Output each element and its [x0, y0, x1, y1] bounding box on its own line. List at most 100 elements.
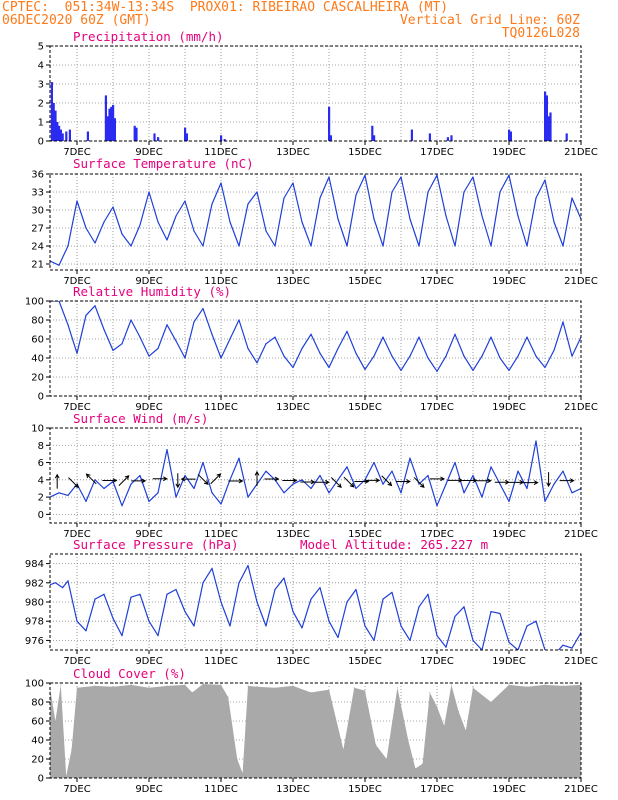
- data-point: [256, 601, 258, 603]
- data-point: [373, 218, 375, 220]
- data-point: [422, 763, 424, 765]
- data-point: [67, 494, 69, 496]
- data-point: [454, 333, 456, 335]
- data-point: [490, 701, 492, 703]
- y-tick-label: 24: [31, 242, 44, 253]
- series-line: [50, 174, 581, 266]
- x-tick-label: 19DEC: [492, 784, 526, 795]
- data-point: [157, 635, 159, 637]
- data-point: [247, 203, 249, 205]
- data-point: [310, 598, 312, 600]
- data-point: [386, 758, 388, 760]
- precip-bar: [508, 129, 511, 141]
- data-point: [571, 197, 573, 199]
- data-point: [346, 466, 348, 468]
- y-tick-label: 20: [31, 373, 44, 384]
- precip-bar: [223, 139, 226, 141]
- data-point: [193, 625, 195, 627]
- data-point: [310, 487, 312, 490]
- precip-bar: [112, 104, 115, 141]
- data-point: [62, 587, 64, 589]
- panel-frame: [49, 682, 582, 779]
- data-point: [429, 692, 431, 693]
- data-point: [54, 720, 56, 722]
- data-point: [220, 503, 222, 505]
- precip-bar: [113, 118, 116, 141]
- y-tick-label: 36: [31, 170, 44, 181]
- x-tick-label: 15DEC: [348, 529, 382, 540]
- data-point: [139, 474, 141, 477]
- data-point: [283, 577, 285, 579]
- data-point: [103, 487, 105, 490]
- x-tick-label: 21DEC: [564, 402, 598, 413]
- panel-data: [50, 564, 581, 650]
- data-point: [319, 587, 321, 589]
- data-point: [103, 593, 105, 595]
- data-point: [481, 215, 483, 217]
- data-point: [418, 336, 420, 338]
- x-tick-label: 19DEC: [492, 147, 526, 158]
- data-point: [553, 221, 555, 223]
- data-point: [112, 349, 114, 351]
- precip-bar: [104, 95, 107, 141]
- y-tick-label: 10: [31, 424, 44, 435]
- data-point: [337, 636, 339, 639]
- data-point: [391, 355, 393, 357]
- data-point: [409, 218, 411, 220]
- precip-bar: [547, 116, 550, 141]
- x-tick-label: 13DEC: [276, 402, 310, 413]
- data-point: [490, 336, 492, 338]
- data-point: [427, 593, 429, 595]
- data-point: [364, 174, 366, 176]
- wind-arrow: [448, 477, 464, 483]
- data-point: [553, 483, 555, 485]
- data-point: [220, 684, 222, 686]
- data-point: [562, 245, 564, 247]
- data-point: [364, 368, 366, 370]
- data-point: [472, 176, 474, 178]
- precip-bar: [56, 122, 59, 141]
- data-point: [148, 191, 150, 193]
- wind-arrow: [559, 478, 575, 483]
- precip-bar: [450, 135, 453, 141]
- x-tick-label: 7DEC: [63, 529, 90, 540]
- data-point: [535, 355, 537, 357]
- data-point: [130, 483, 132, 485]
- data-point: [472, 639, 474, 642]
- x-tick-label: 21DEC: [564, 656, 598, 667]
- data-point: [202, 582, 204, 584]
- data-point: [247, 496, 249, 498]
- data-point: [157, 347, 159, 350]
- precip-bar: [153, 133, 156, 141]
- data-point: [301, 627, 303, 629]
- data-point: [139, 336, 141, 338]
- x-tick-label: 15DEC: [348, 784, 382, 795]
- data-point: [130, 596, 132, 598]
- precip-bar: [50, 82, 53, 141]
- data-point: [247, 685, 249, 687]
- data-point: [301, 221, 303, 223]
- data-point: [355, 352, 357, 354]
- x-tick-label: 11DEC: [204, 784, 238, 795]
- data-point: [571, 355, 573, 357]
- wind-arrow: [523, 480, 539, 485]
- wind-arrow: [180, 476, 196, 482]
- data-point: [139, 224, 141, 226]
- data-point: [229, 625, 231, 627]
- y-tick-label: 27: [31, 224, 44, 235]
- data-point: [247, 347, 249, 350]
- data-point: [191, 692, 193, 693]
- x-tick-label: 17DEC: [420, 784, 454, 795]
- data-point: [499, 191, 501, 193]
- precip-bar: [58, 125, 61, 141]
- data-point: [544, 366, 546, 369]
- y-tick-label: 40: [31, 736, 44, 747]
- data-point: [445, 355, 447, 357]
- data-point: [571, 492, 573, 494]
- data-point: [85, 314, 87, 316]
- data-point: [517, 355, 519, 357]
- wind-arrow: [330, 477, 342, 489]
- wind-arrow: [264, 476, 280, 482]
- data-point: [364, 625, 366, 627]
- data-point: [292, 685, 294, 687]
